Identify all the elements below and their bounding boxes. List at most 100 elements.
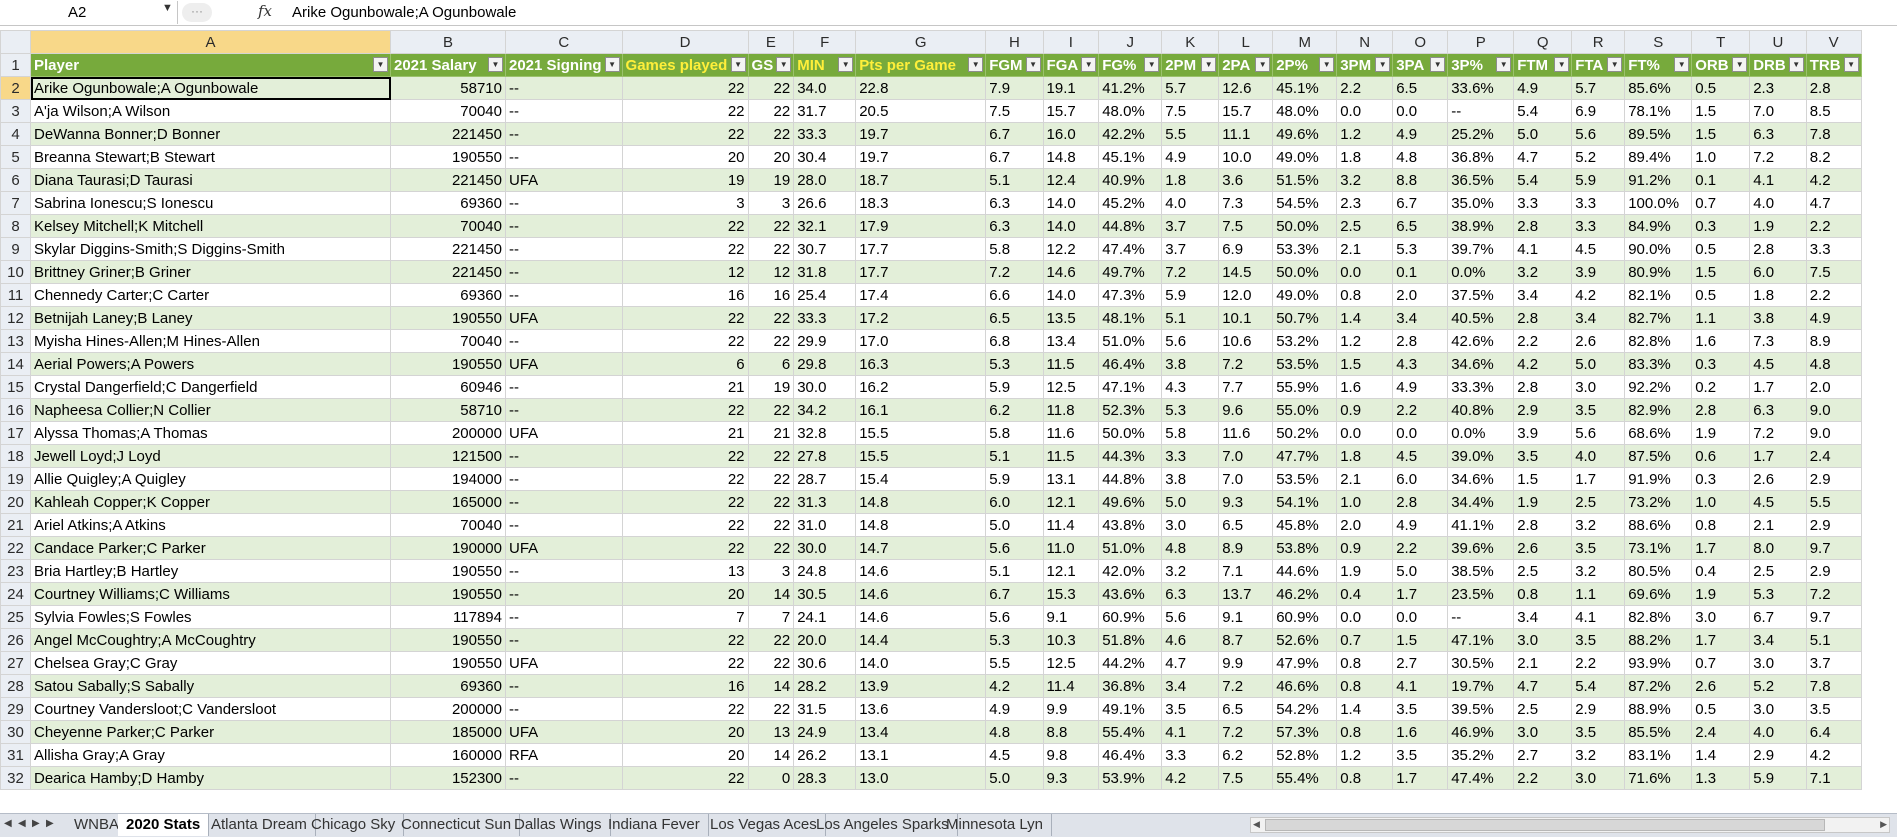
- cell[interactable]: 5.6: [1571, 421, 1626, 445]
- cell[interactable]: 30.7: [793, 237, 857, 261]
- cell[interactable]: 0.0: [1336, 260, 1394, 284]
- cell[interactable]: 3.0: [1571, 766, 1626, 790]
- sheet-tab[interactable]: Indiana Fever: [600, 814, 709, 836]
- cell[interactable]: 6.5: [1218, 513, 1274, 537]
- cell[interactable]: 55.9%: [1272, 375, 1338, 399]
- cell[interactable]: 2.6: [1691, 674, 1751, 698]
- cell[interactable]: 22: [621, 628, 749, 652]
- cell[interactable]: 44.8%: [1098, 467, 1163, 491]
- cell[interactable]: 5.0: [1513, 122, 1573, 146]
- cell[interactable]: 3.5: [1571, 720, 1626, 744]
- cell[interactable]: --: [505, 605, 623, 629]
- cell[interactable]: 70040: [390, 329, 506, 353]
- cell[interactable]: 69360: [390, 283, 506, 307]
- cell[interactable]: --: [505, 766, 623, 790]
- cell[interactable]: 6.9: [1218, 237, 1274, 261]
- cell[interactable]: 7.2: [1749, 145, 1807, 169]
- cell[interactable]: 3.3: [1571, 214, 1626, 238]
- cell[interactable]: 36.8%: [1098, 674, 1163, 698]
- cell[interactable]: 9.8: [1042, 743, 1100, 767]
- cell[interactable]: 7.0: [1749, 99, 1807, 123]
- cell[interactable]: 69360: [390, 674, 506, 698]
- cell[interactable]: 42.6%: [1447, 329, 1515, 353]
- cell[interactable]: 12: [747, 260, 795, 284]
- cell[interactable]: Satou Sabally;S Sabally: [30, 674, 391, 698]
- cell[interactable]: 22.8: [855, 76, 987, 100]
- cell[interactable]: 13.9: [855, 674, 987, 698]
- last-sheet-icon[interactable]: ▶: [46, 818, 54, 829]
- cell[interactable]: --: [505, 467, 623, 491]
- cell[interactable]: 19: [747, 375, 795, 399]
- cell[interactable]: 6.2: [1218, 743, 1274, 767]
- cell[interactable]: 0.8: [1336, 651, 1394, 675]
- cell[interactable]: 34.4%: [1447, 490, 1515, 514]
- cell[interactable]: 165000: [390, 490, 506, 514]
- cell[interactable]: 50.2%: [1272, 421, 1338, 445]
- cell[interactable]: 0.6: [1691, 444, 1751, 468]
- cell[interactable]: 2.9: [1513, 398, 1573, 422]
- cell[interactable]: 5.7: [1571, 76, 1626, 100]
- column-header-u[interactable]: U: [1749, 30, 1807, 54]
- cell[interactable]: 78.1%: [1624, 99, 1693, 123]
- cell[interactable]: 91.2%: [1624, 168, 1693, 192]
- cell[interactable]: 5.9: [985, 375, 1044, 399]
- cell[interactable]: 48.0%: [1272, 99, 1338, 123]
- cell[interactable]: 22: [747, 306, 795, 330]
- cell[interactable]: 190550: [390, 582, 506, 606]
- cell[interactable]: 22: [747, 76, 795, 100]
- filter-dropdown-icon[interactable]: ▼: [1255, 57, 1271, 72]
- cell[interactable]: 91.9%: [1624, 467, 1693, 491]
- cell[interactable]: 19: [747, 168, 795, 192]
- cell[interactable]: Diana Taurasi;D Taurasi: [30, 168, 391, 192]
- cell[interactable]: 5.8: [985, 421, 1044, 445]
- cell[interactable]: 14.0: [1042, 283, 1100, 307]
- cell[interactable]: 3: [747, 559, 795, 583]
- cell[interactable]: 7.9: [985, 76, 1044, 100]
- cell[interactable]: 31.7: [793, 99, 857, 123]
- cell[interactable]: 4.3: [1161, 375, 1220, 399]
- cell[interactable]: Kelsey Mitchell;K Mitchell: [30, 214, 391, 238]
- cell[interactable]: 5.1: [985, 444, 1044, 468]
- cell[interactable]: 1.6: [1392, 720, 1449, 744]
- cell[interactable]: 2.7: [1392, 651, 1449, 675]
- cell[interactable]: 53.5%: [1272, 467, 1338, 491]
- row-header[interactable]: 10: [0, 260, 31, 284]
- cell[interactable]: 29.8: [793, 352, 857, 376]
- cell[interactable]: 2.8: [1691, 398, 1751, 422]
- cell[interactable]: 2.0: [1805, 375, 1862, 399]
- cell[interactable]: 25.2%: [1447, 122, 1515, 146]
- formula-input[interactable]: Arike Ogunbowale;A Ogunbowale: [292, 4, 517, 21]
- cell[interactable]: 12: [621, 260, 749, 284]
- cell[interactable]: 21: [747, 421, 795, 445]
- cell[interactable]: Alyssa Thomas;A Thomas: [30, 421, 391, 445]
- cell[interactable]: 3.4: [1749, 628, 1807, 652]
- cell[interactable]: 6.4: [1805, 720, 1862, 744]
- filter-dropdown-icon[interactable]: ▼: [1201, 57, 1217, 72]
- cell[interactable]: 3.2: [1571, 513, 1626, 537]
- cell[interactable]: 1.9: [1691, 582, 1751, 606]
- cell[interactable]: 33.3: [793, 122, 857, 146]
- cell[interactable]: 7.5: [1805, 260, 1862, 284]
- cell[interactable]: 47.1%: [1098, 375, 1163, 399]
- column-header-a[interactable]: A: [30, 30, 391, 54]
- cell[interactable]: 7.0: [1218, 444, 1274, 468]
- cell[interactable]: Candace Parker;C Parker: [30, 536, 391, 560]
- cell[interactable]: 49.7%: [1098, 260, 1163, 284]
- cell[interactable]: 0.1: [1392, 260, 1449, 284]
- cell[interactable]: 6.5: [1218, 697, 1274, 721]
- cell[interactable]: 22: [747, 628, 795, 652]
- cell[interactable]: 25.4: [793, 283, 857, 307]
- cell[interactable]: 8.8: [1392, 168, 1449, 192]
- filter-dropdown-icon[interactable]: ▼: [604, 57, 620, 72]
- cell[interactable]: 26.6: [793, 191, 857, 215]
- cell[interactable]: 85.5%: [1624, 720, 1693, 744]
- cell[interactable]: 22: [621, 214, 749, 238]
- cell[interactable]: 1.6: [1691, 329, 1751, 353]
- cell[interactable]: 7.2: [1218, 352, 1274, 376]
- scroll-left-icon[interactable]: ◀: [1253, 819, 1260, 829]
- cell[interactable]: 3.0: [1513, 720, 1573, 744]
- cell[interactable]: 53.8%: [1272, 536, 1338, 560]
- cell[interactable]: 13.1: [855, 743, 987, 767]
- cell[interactable]: Arike Ogunbowale;A Ogunbowale: [30, 76, 391, 100]
- cell[interactable]: 11.6: [1218, 421, 1274, 445]
